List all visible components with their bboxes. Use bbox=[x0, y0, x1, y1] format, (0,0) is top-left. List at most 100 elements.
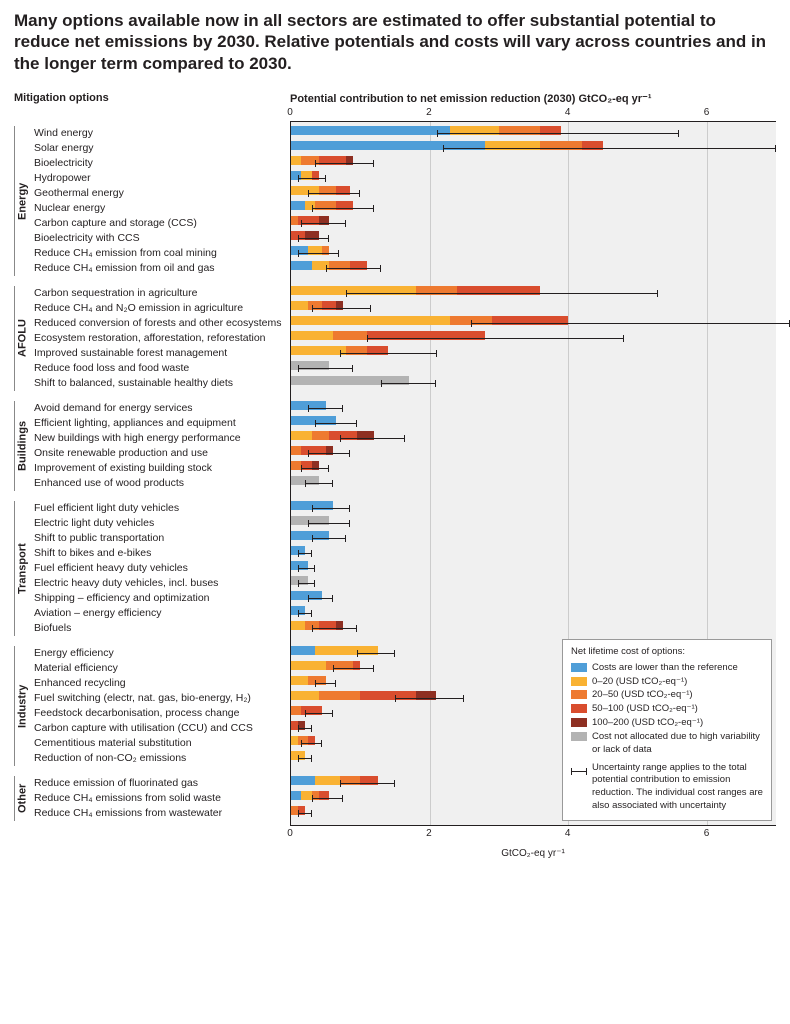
legend-label: 20–50 (USD tCO₂-eq⁻¹) bbox=[592, 689, 693, 702]
option-label: Enhanced use of wood products bbox=[34, 476, 290, 491]
cost-legend: Net lifetime cost of options:Costs are l… bbox=[562, 639, 772, 821]
bar-segment bbox=[312, 431, 329, 440]
bar-row bbox=[291, 286, 776, 301]
error-bar bbox=[308, 408, 343, 409]
option-label: Shift to public transportation bbox=[34, 531, 290, 546]
error-bar bbox=[437, 133, 680, 134]
legend-item: Cost not allocated due to high variabili… bbox=[571, 731, 763, 757]
legend-label: 100–200 (USD tCO₂-eq⁻¹) bbox=[592, 717, 703, 730]
legend-item: 0–20 (USD tCO₂-eq⁻¹) bbox=[571, 676, 763, 689]
option-label: Reduce emission of fluorinated gas bbox=[34, 776, 290, 791]
category-label: AFOLU bbox=[14, 286, 30, 391]
error-bar bbox=[312, 208, 374, 209]
bar-segment bbox=[291, 201, 305, 210]
option-label: Onsite renewable production and use bbox=[34, 446, 290, 461]
option-label: Biofuels bbox=[34, 621, 290, 636]
bar-segment bbox=[291, 661, 326, 670]
bar-row bbox=[291, 446, 776, 461]
bar-row bbox=[291, 156, 776, 171]
x-tick: 2 bbox=[426, 828, 432, 839]
bar-segment bbox=[301, 791, 311, 800]
error-bar bbox=[340, 353, 437, 354]
plot-area: Net lifetime cost of options:Costs are l… bbox=[290, 122, 776, 825]
error-bar bbox=[298, 568, 315, 569]
bar-row bbox=[291, 561, 776, 576]
error-bar bbox=[308, 453, 350, 454]
option-label: Efficient lighting, appliances and equip… bbox=[34, 416, 290, 431]
option-label: Feedstock decarbonisation, process chang… bbox=[34, 706, 290, 721]
legend-swatch bbox=[571, 690, 587, 699]
bar-segment bbox=[291, 301, 308, 310]
option-label: Carbon sequestration in agriculture bbox=[34, 286, 290, 301]
error-bar bbox=[471, 323, 790, 324]
error-bar bbox=[443, 148, 776, 149]
error-bar bbox=[367, 338, 623, 339]
error-bar bbox=[308, 523, 350, 524]
category-label: Industry bbox=[14, 646, 30, 766]
bar-row bbox=[291, 461, 776, 476]
legend-swatch bbox=[571, 732, 587, 741]
category-label: Transport bbox=[14, 501, 30, 636]
x-tick: 0 bbox=[287, 828, 293, 839]
bar-segment bbox=[291, 216, 298, 225]
error-bar bbox=[298, 813, 312, 814]
option-label: Electric light duty vehicles bbox=[34, 516, 290, 531]
bar-segment bbox=[291, 621, 305, 630]
error-bar bbox=[298, 553, 312, 554]
bar-segment bbox=[291, 691, 319, 700]
bar-row bbox=[291, 316, 776, 331]
legend-item: 100–200 (USD tCO₂-eq⁻¹) bbox=[571, 717, 763, 730]
option-label: Carbon capture with utilisation (CCU) an… bbox=[34, 721, 290, 736]
x-tick: 4 bbox=[565, 107, 571, 118]
legend-swatch bbox=[571, 704, 587, 713]
category-label: Energy bbox=[14, 126, 30, 276]
bar-row bbox=[291, 576, 776, 591]
bar-row bbox=[291, 416, 776, 431]
legend-item: Uncertainty range applies to the total p… bbox=[571, 762, 763, 813]
legend-item: 20–50 (USD tCO₂-eq⁻¹) bbox=[571, 689, 763, 702]
error-bar bbox=[312, 508, 350, 509]
bar-segment bbox=[319, 691, 361, 700]
option-label: Fuel efficient light duty vehicles bbox=[34, 501, 290, 516]
bar-row bbox=[291, 501, 776, 516]
error-bar bbox=[298, 368, 353, 369]
legend-item: Costs are lower than the reference bbox=[571, 662, 763, 675]
error-bar bbox=[357, 653, 395, 654]
bar-row bbox=[291, 201, 776, 216]
bar-segment bbox=[291, 331, 333, 340]
error-bar bbox=[340, 438, 406, 439]
option-label: Shift to bikes and e-bikes bbox=[34, 546, 290, 561]
option-label: Improved sustainable forest management bbox=[34, 346, 290, 361]
option-label: Shipping – efficiency and optimization bbox=[34, 591, 290, 606]
category-label: Other bbox=[14, 776, 30, 821]
option-label: Reduce CH₄ and N₂O emission in agricultu… bbox=[34, 301, 290, 316]
x-axis-unit: GtCO₂-eq yr⁻¹ bbox=[290, 848, 776, 859]
bar-row bbox=[291, 261, 776, 276]
bar-segment bbox=[291, 316, 450, 325]
x-ticks-top: 0246 bbox=[290, 107, 776, 122]
bar-segment bbox=[315, 776, 339, 785]
option-label: Solar energy bbox=[34, 141, 290, 156]
option-label: Aviation – energy efficiency bbox=[34, 606, 290, 621]
error-bar bbox=[301, 743, 322, 744]
option-label: Enhanced recycling bbox=[34, 676, 290, 691]
legend-label: Uncertainty range applies to the total p… bbox=[592, 762, 763, 813]
option-label: Fuel switching (electr, nat. gas, bio-en… bbox=[34, 691, 290, 706]
error-bar bbox=[326, 268, 381, 269]
error-bar bbox=[305, 483, 333, 484]
bar-segment bbox=[291, 446, 301, 455]
option-label: Reduce CH₄ emission from coal mining bbox=[34, 246, 290, 261]
option-label: Electric heavy duty vehicles, incl. buse… bbox=[34, 576, 290, 591]
bar-segment bbox=[291, 736, 298, 745]
bar-segment bbox=[291, 431, 312, 440]
error-bar bbox=[315, 423, 357, 424]
error-bar bbox=[298, 613, 312, 614]
option-label: Material efficiency bbox=[34, 661, 290, 676]
error-bar bbox=[298, 758, 312, 759]
bar-segment bbox=[291, 806, 298, 815]
error-bar bbox=[308, 193, 360, 194]
x-tick: 2 bbox=[426, 107, 432, 118]
legend-label: Cost not allocated due to high variabili… bbox=[592, 731, 763, 757]
error-bar bbox=[298, 253, 340, 254]
bar-segment bbox=[291, 721, 298, 730]
